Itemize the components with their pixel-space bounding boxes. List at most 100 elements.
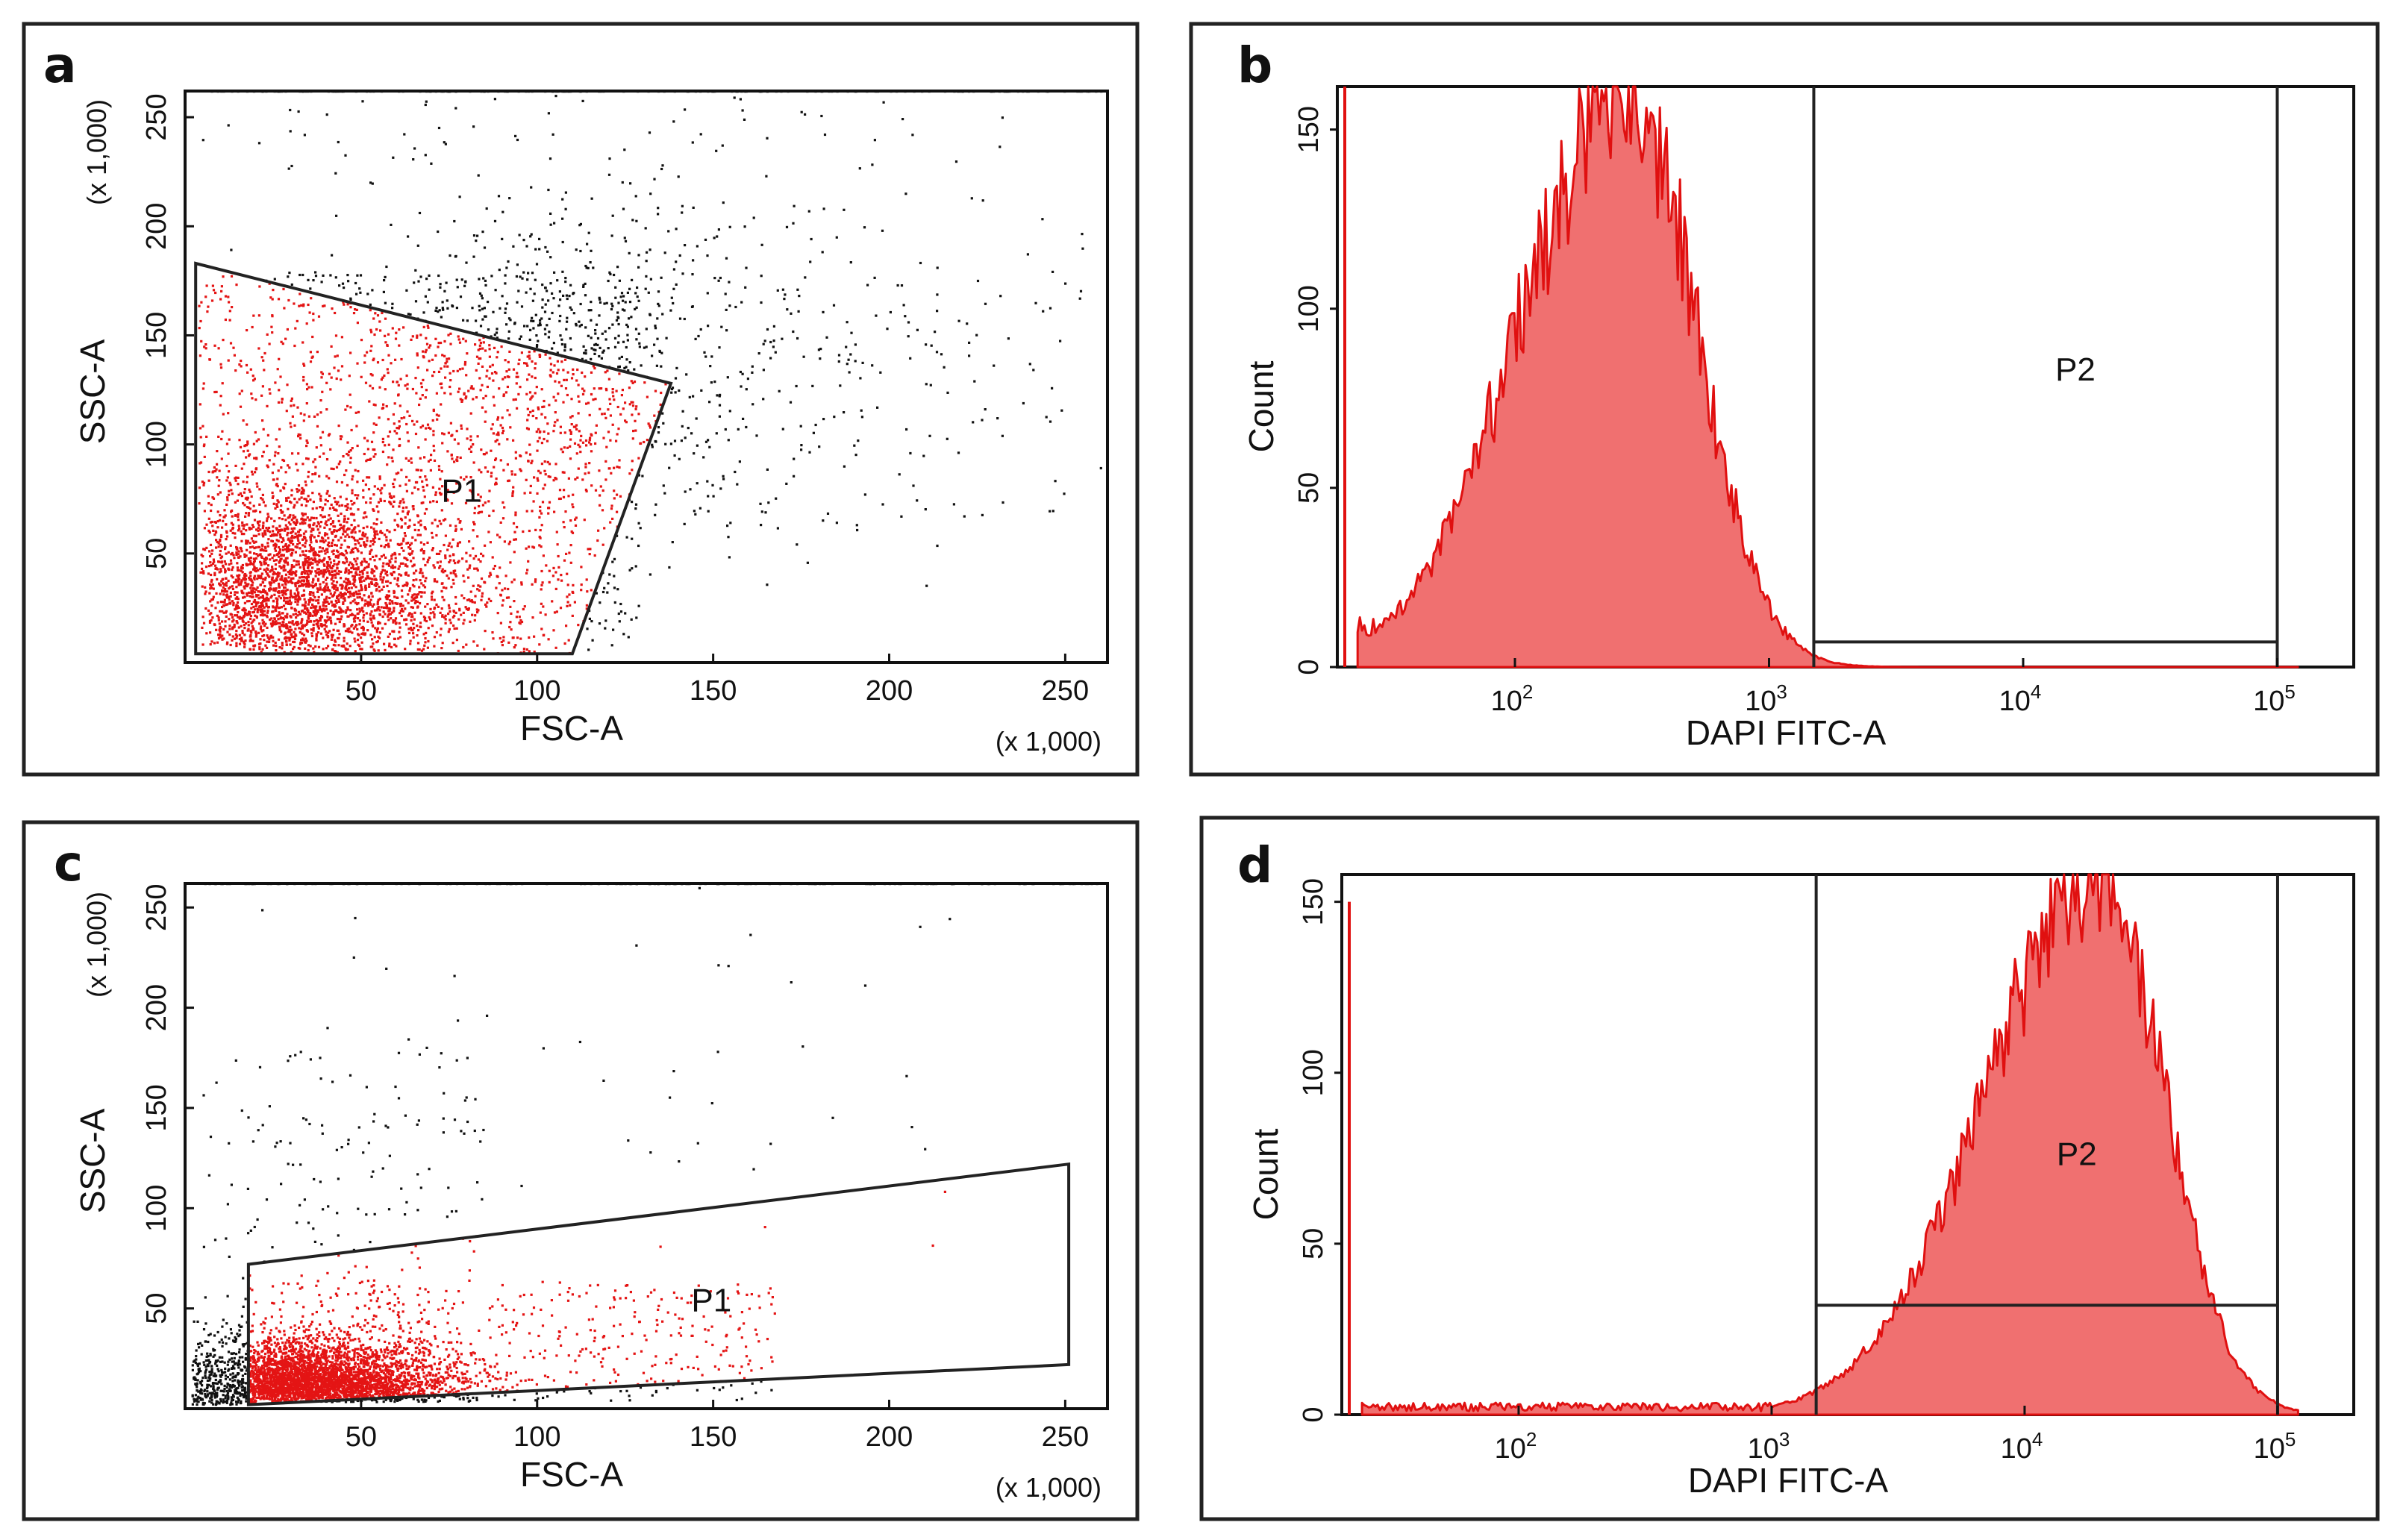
event-dot — [512, 368, 516, 371]
event-dot — [373, 485, 376, 488]
event-dot — [374, 536, 377, 539]
event-dot — [350, 625, 353, 627]
event-dot — [257, 642, 261, 645]
event-dot — [622, 407, 625, 410]
event-dot — [628, 472, 631, 475]
event-dot — [325, 566, 329, 569]
event-dot — [280, 630, 283, 633]
event-dot — [323, 619, 326, 622]
event-dot — [307, 609, 310, 612]
event-dot — [315, 516, 318, 520]
event-dot — [399, 378, 402, 381]
event-dot — [284, 561, 287, 564]
event-dot — [525, 547, 528, 550]
event-dot — [299, 566, 301, 569]
event-dot — [333, 366, 336, 369]
event-dot — [470, 599, 473, 602]
event-dot — [336, 629, 339, 632]
event-dot — [312, 551, 315, 554]
event-dot — [387, 635, 390, 638]
event-dot — [228, 595, 231, 598]
event-dot — [354, 539, 357, 542]
event-dot — [440, 607, 443, 610]
event-dot — [300, 496, 303, 499]
event-dot — [493, 466, 496, 469]
event-dot — [356, 608, 359, 611]
event-dot — [389, 501, 392, 504]
event-dot — [387, 435, 390, 438]
event-dot — [405, 374, 408, 378]
event-dot — [320, 281, 323, 284]
event-dot — [587, 231, 590, 234]
event-dot — [294, 532, 297, 535]
event-dot — [332, 506, 335, 509]
event-dot — [293, 637, 297, 641]
event-dot — [251, 325, 254, 329]
event-dot — [394, 358, 397, 361]
event-dot — [384, 613, 387, 616]
event-dot — [264, 644, 267, 647]
event-dot — [325, 605, 328, 608]
event-dot — [292, 517, 295, 520]
event-dot — [369, 557, 372, 561]
event-dot — [569, 544, 572, 547]
event-dot — [299, 576, 301, 579]
event-dot — [225, 610, 228, 613]
event-dot — [401, 510, 404, 513]
event-dot — [444, 614, 447, 617]
event-dot — [363, 568, 366, 571]
event-dot — [500, 640, 503, 644]
event-dot — [272, 639, 275, 642]
event-dot — [347, 580, 350, 583]
event-dot — [628, 317, 631, 320]
event-dot — [234, 476, 238, 479]
event-dot — [385, 563, 388, 566]
event-dot — [401, 562, 404, 565]
event-dot — [963, 515, 966, 518]
event-dot — [454, 611, 457, 614]
event-dot — [373, 559, 376, 562]
event-dot — [231, 639, 234, 642]
event-dot — [205, 435, 208, 438]
event-dot — [236, 562, 239, 565]
event-dot — [783, 298, 786, 301]
event-dot — [490, 449, 493, 452]
event-dot — [590, 620, 593, 623]
event-dot — [505, 323, 508, 326]
event-dot — [727, 439, 730, 442]
event-dot — [212, 289, 216, 292]
event-dot — [488, 377, 491, 380]
event-dot — [316, 609, 319, 612]
event-dot — [856, 528, 859, 532]
event-dot — [696, 482, 699, 485]
event-dot — [523, 325, 526, 328]
event-dot — [401, 595, 404, 598]
event-dot — [469, 489, 472, 492]
event-dot — [291, 415, 294, 418]
event-dot — [444, 622, 447, 625]
event-dot — [358, 596, 361, 599]
event-dot — [283, 596, 286, 599]
event-dot — [299, 528, 301, 531]
event-dot — [369, 598, 372, 601]
event-dot — [316, 560, 319, 563]
event-dot — [417, 629, 420, 632]
event-dot — [492, 310, 495, 313]
event-dot — [793, 475, 796, 478]
event-dot — [577, 384, 580, 386]
event-dot — [925, 343, 928, 346]
event-dot — [563, 559, 566, 562]
event-dot — [369, 645, 372, 648]
event-dot — [271, 557, 274, 560]
event-dot — [409, 642, 412, 645]
event-dot — [351, 529, 354, 532]
event-dot — [419, 549, 422, 552]
event-dot — [358, 619, 361, 622]
event-dot — [525, 362, 528, 365]
event-dot — [263, 606, 266, 609]
event-dot — [678, 389, 681, 392]
event-dot — [296, 536, 299, 539]
event-dot — [322, 648, 325, 651]
event-dot — [253, 608, 257, 611]
event-dot — [278, 561, 281, 564]
